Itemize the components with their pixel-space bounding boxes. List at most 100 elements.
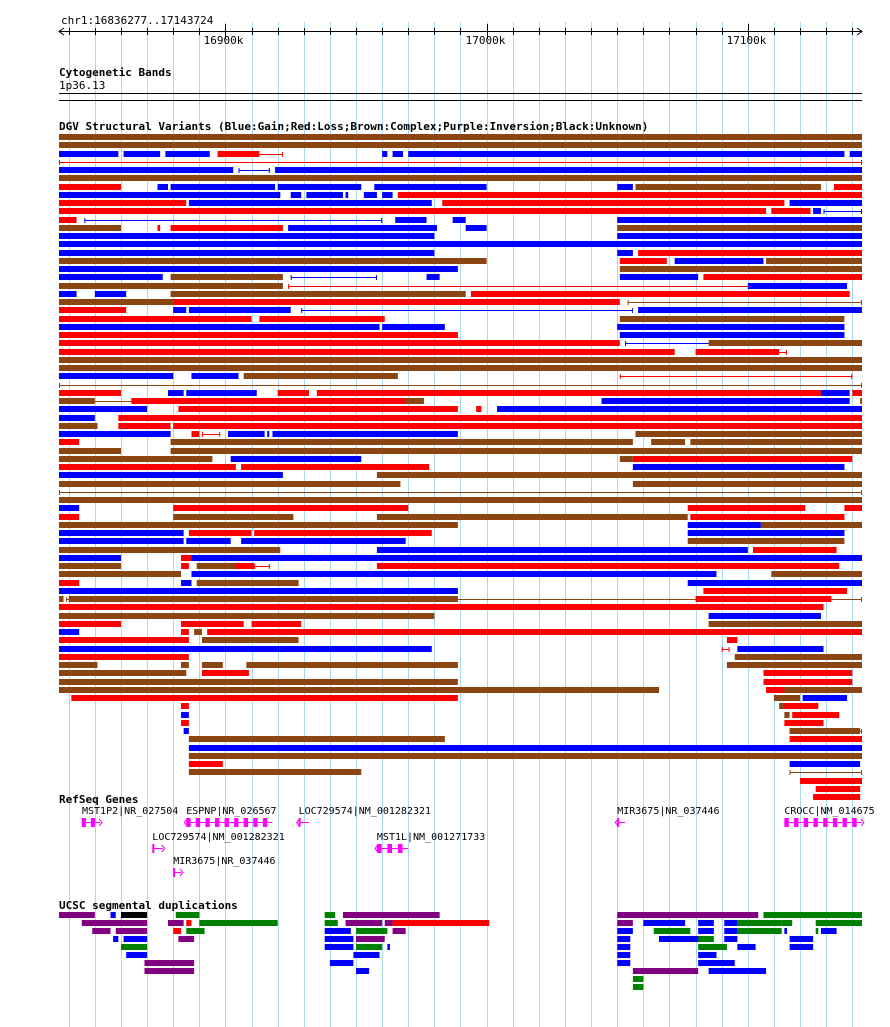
sv-feature [635,184,821,190]
sv-feature [59,151,119,157]
sv-feature [59,225,121,231]
cytoband-track[interactable] [0,0,890,110]
sv-feature [191,373,239,379]
gene-strand-arrow [183,818,188,827]
sv-feature [763,679,853,685]
gene-exon [224,818,229,827]
segdup-feature [356,968,370,974]
gene-label[interactable]: MST1L|NM_001271733 [376,832,486,843]
sv-feature [59,497,862,503]
gene-strand-arrow [860,818,865,827]
sv-feature [59,530,184,536]
segdup-feature [724,928,738,934]
sv-feature-end [861,770,862,775]
sv-feature [59,646,121,652]
sv-feature [737,646,824,652]
sv-feature [690,514,845,520]
sv-feature [376,514,688,520]
gene-label[interactable]: CROCC|NM_014675 [784,806,875,817]
segdup-feature [324,912,336,918]
gene-strand-arrow [374,844,379,853]
gene-label[interactable]: ESPNP|NR_026567 [186,806,277,817]
gene-exon [152,844,155,853]
sv-feature [181,703,189,709]
sv-feature [632,464,845,470]
segdup-feature [617,960,631,966]
sv-feature [170,184,276,190]
sv-feature [59,621,121,627]
sv-feature [690,439,862,445]
gene-exon [186,818,191,827]
sv-feature [170,274,283,280]
segdup-track-title[interactable]: UCSC segmental duplications [59,899,238,912]
sv-feature [426,274,440,280]
sv-feature [59,547,281,553]
sv-feature [59,357,862,363]
sv-feature [59,266,458,272]
sv-feature-end [619,374,621,379]
gene-exon [784,818,789,827]
gene-exon [387,844,393,853]
sv-feature-line [290,277,377,278]
segdup-feature [324,944,354,950]
gene-label[interactable]: MIR3675|NR_037446 [617,806,720,817]
gene-strand-arrow [614,818,619,827]
segdup-feature [737,944,756,950]
segdup-feature [59,912,95,918]
gene-strand-arrow [161,844,166,853]
sv-feature-line [66,599,863,600]
sv-feature [638,250,862,256]
sv-feature [196,563,244,569]
ruler[interactable]: 16900k 17000k 17100k [0,0,890,60]
sv-feature [619,274,699,280]
sv-feature [157,184,168,190]
sv-feature-end [823,209,825,214]
sv-feature [59,241,862,247]
gene-label[interactable]: MST1P2|NR_027504 [82,806,179,817]
sv-feature [59,332,458,338]
sv-feature [201,637,299,643]
sv-feature [708,621,862,627]
sv-feature [275,167,862,173]
sv-feature [711,629,850,635]
sv-feature [789,200,862,206]
sv-feature [708,613,821,619]
gene-label[interactable]: LOC729574|NM_001282321 [298,806,432,817]
sv-feature [813,794,861,800]
sv-feature-line [823,211,862,212]
gene-exon [397,844,403,853]
segdup-feature [617,952,631,958]
gene-label[interactable]: LOC729574|NM_001282321 [152,832,285,843]
sv-feature [619,258,667,264]
sv-feature-line [301,310,633,311]
sv-feature [703,588,848,594]
dgv-track-title[interactable]: DGV Structural Variants (Blue:Gain;Red:L… [59,120,649,133]
sv-feature [181,563,189,569]
sv-feature [235,563,255,569]
sv-feature [118,415,863,421]
gene-exon [813,818,818,827]
sv-feature [59,613,435,619]
sv-feature [59,258,487,264]
ruler-tick-label: 17100k [727,34,767,47]
sv-feature [651,439,686,445]
segdup-feature [724,920,738,926]
sv-feature [181,580,192,586]
gene-exon [173,868,176,877]
sv-feature [59,406,148,412]
refseq-track-title[interactable]: RefSeq Genes [59,793,139,806]
segdup-feature [698,936,714,942]
segdup-feature [345,920,383,926]
sv-feature-end [268,168,270,173]
sv-feature [674,258,764,264]
sv-feature [617,250,633,256]
sv-feature [59,654,189,660]
sv-feature-line [201,434,221,435]
sv-feature [849,151,862,157]
sv-feature [59,274,163,280]
cytoband-track-title[interactable]: Cytogenetic Bands [59,66,172,79]
gene-label[interactable]: MIR3675|NR_037446 [173,856,276,867]
